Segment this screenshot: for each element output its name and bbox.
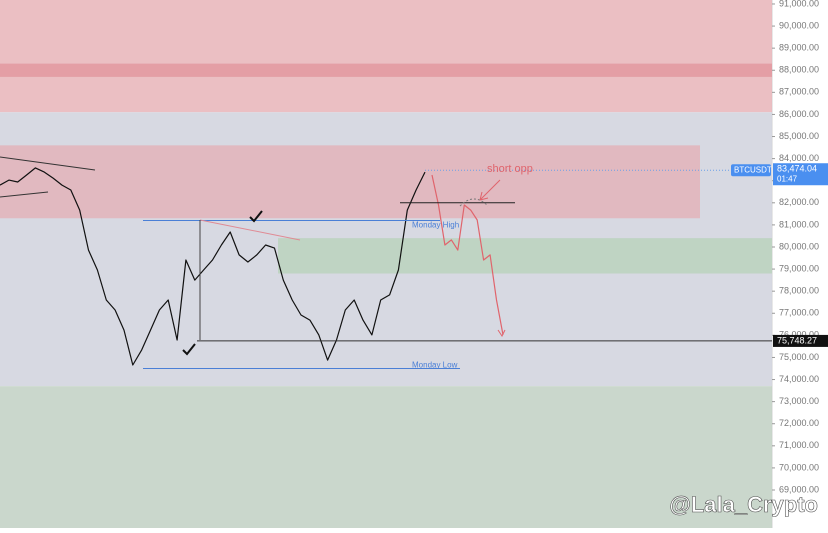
y-tick-label: 87,000.00 [779, 87, 819, 97]
plot: Monday High Monday Low [0, 167, 772, 370]
y-tick-label: 81,000.00 [779, 219, 819, 229]
price-line [0, 167, 426, 366]
y-tick-label: 86,000.00 [779, 109, 819, 119]
trend-line [199, 219, 301, 241]
close-badge [773, 334, 828, 347]
countdown-label: 01:47 [777, 174, 798, 183]
y-tick-label: 75,000.00 [779, 352, 819, 362]
y-tick-label: 74,000.00 [779, 374, 819, 384]
symbol-label: BTCUSDT [734, 165, 772, 174]
level-label: Monday High [412, 221, 459, 230]
close-label: 75,748.27 [777, 335, 817, 345]
check-mark [182, 343, 196, 356]
arrow-head [497, 329, 506, 337]
y-tick-label: 88,000.00 [779, 65, 819, 75]
y-tick-label: 77,000.00 [779, 308, 819, 318]
y-tick-label: 69,000.00 [779, 484, 819, 494]
y-tick-label: 73,000.00 [779, 396, 819, 406]
y-tick-label: 79,000.00 [779, 263, 819, 273]
y-tick-label: 89,000.00 [779, 43, 819, 53]
zone [0, 0, 772, 113]
zone [0, 386, 772, 528]
top-arc [459, 198, 489, 207]
price-label: 83,474.04 [777, 164, 817, 174]
trend-line [0, 191, 49, 198]
annotation: short opp [487, 163, 533, 175]
level-label: Monday Low [412, 361, 458, 370]
zone [0, 145, 700, 219]
price-axis: 69,000.00 70,000.00 71,000.00 72,000.00 73,0… [731, 0, 828, 494]
price-badge [773, 163, 828, 186]
axis-background [772, 0, 828, 528]
zone [0, 63, 772, 77]
y-tick-label: 72,000.00 [779, 418, 819, 428]
y-tick-label: 80,000.00 [779, 241, 819, 251]
y-tick-label: 85,000.00 [779, 131, 819, 141]
zones [0, 0, 772, 528]
zone [278, 238, 772, 274]
y-tick-label: 82,000.00 [779, 197, 819, 207]
arrow [479, 179, 501, 201]
y-tick-label: 84,000.00 [779, 153, 819, 163]
projection-line [431, 174, 504, 336]
check-mark [249, 210, 263, 223]
y-tick-label: 70,000.00 [779, 462, 819, 472]
y-tick-label: 90,000.00 [779, 20, 819, 30]
y-tick-label: 91,000.00 [779, 0, 819, 8]
y-tick-label: 71,000.00 [779, 440, 819, 450]
trend-line [0, 156, 96, 171]
symbol-badge [731, 164, 771, 177]
y-tick-label: 76,000.00 [779, 330, 819, 340]
y-tick-label: 78,000.00 [779, 286, 819, 296]
watermark: @Lala_Crypto [669, 492, 818, 517]
